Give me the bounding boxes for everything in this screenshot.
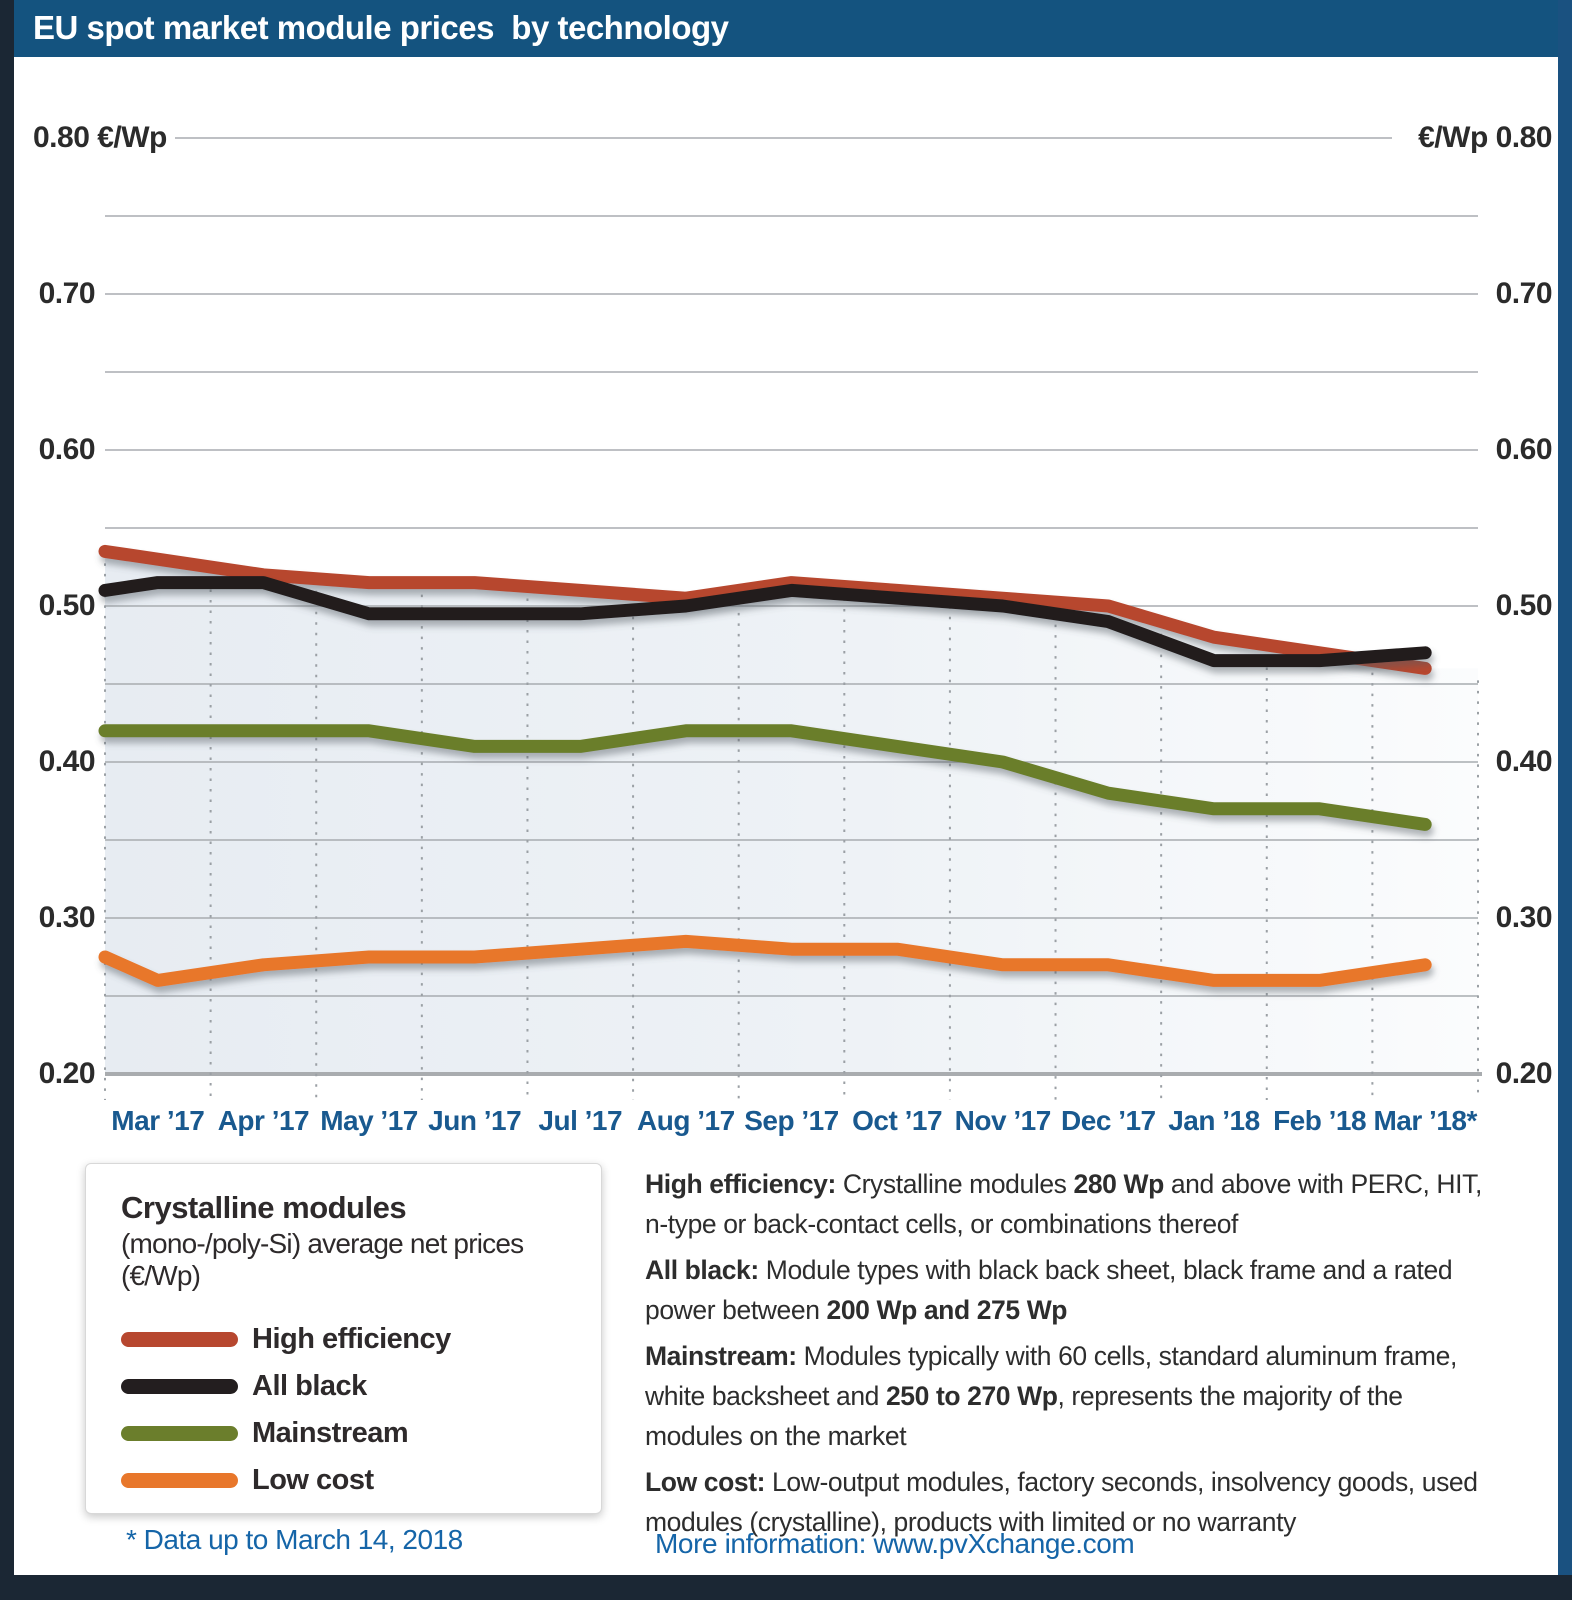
legend-items: High efficiency All black Mainstream Low co… [121,1316,601,1504]
legend-item-low-cost: Low cost [121,1457,601,1504]
legend-item-all-black: All black [121,1363,601,1410]
frame-left-border [0,0,14,1600]
y-tick-right-050: 0.50 [1495,589,1553,622]
y-tick-right-020: 0.20 [1495,1057,1553,1090]
page-title: EU spot market module prices by technolo… [33,9,729,46]
x-tick-month-0: Mar ’17 [111,1105,205,1136]
legend-label: Mainstream [252,1417,409,1449]
y-tick-left-050: 0.50 [38,589,96,622]
legend-item-mainstream: Mainstream [121,1410,601,1457]
x-tick-month-8: Nov ’17 [954,1105,1052,1136]
title-bar: EU spot market module prices by technolo… [14,0,1558,57]
y-tick-right-060: 0.60 [1495,433,1553,466]
legend-swatch-icon [121,1473,238,1488]
legend-swatch-icon [121,1379,238,1394]
y-tick-left-040: 0.40 [38,745,96,778]
frame-bottom-border [0,1575,1572,1600]
legend-label: All black [252,1370,367,1402]
x-tick-month-1: Apr ’17 [217,1105,310,1136]
legend-label: Low cost [252,1464,374,1496]
x-tick-month-5: Aug ’17 [637,1105,735,1136]
x-tick-month-10: Jan ’18 [1168,1105,1260,1136]
y-tick-left-030: 0.30 [38,901,96,934]
x-tick-month-12: Mar ’18* [1373,1105,1477,1136]
x-tick-month-4: Jul ’17 [538,1105,623,1136]
legend-swatch-icon [121,1332,238,1347]
x-tick-month-2: May ’17 [320,1105,418,1136]
more-info-link[interactable]: More information: www.pvXchange.com [655,1528,1135,1559]
description-paragraph-2: Mainstream: Modules typically with 60 ce… [645,1341,1457,1451]
y-tick-left-080: 0.80 €/Wp [33,121,167,154]
description-paragraph-1: All black: Module types with black back … [645,1255,1453,1325]
x-tick-month-3: Jun ’17 [428,1105,522,1136]
x-tick-month-7: Oct ’17 [852,1105,943,1136]
y-tick-right-070: 0.70 [1495,277,1553,310]
description-paragraph-3: Low cost: Low-output modules, factory se… [645,1467,1478,1537]
technology-descriptions: High efficiency: Crystalline modules 280… [645,1164,1485,1548]
legend-footnote: * Data up to March 14, 2018 [126,1524,463,1555]
description-paragraph-0: High efficiency: Crystalline modules 280… [645,1169,1482,1239]
y-tick-right-030: 0.30 [1495,901,1553,934]
legend-swatch-icon [121,1426,238,1441]
legend-label: High efficiency [252,1323,451,1355]
y-tick-left-060: 0.60 [38,433,96,466]
frame-right-border [1558,0,1572,1600]
y-tick-left-070: 0.70 [38,277,96,310]
x-tick-month-11: Feb ’18 [1273,1105,1367,1136]
y-tick-right-080: €/Wp 0.80 [1418,121,1552,154]
legend-box: Crystalline modules (mono-/poly-Si) aver… [85,1163,602,1555]
y-tick-left-020: 0.20 [38,1057,96,1090]
legend-subtitle: (mono-/poly-Si) average net prices (€/Wp… [121,1228,524,1291]
y-tick-right-040: 0.40 [1495,745,1553,778]
legend-item-high-efficiency: High efficiency [121,1316,601,1363]
x-tick-month-9: Dec ’17 [1061,1105,1156,1136]
legend-title: Crystalline modules [121,1190,407,1225]
x-tick-month-6: Sep ’17 [744,1105,839,1136]
